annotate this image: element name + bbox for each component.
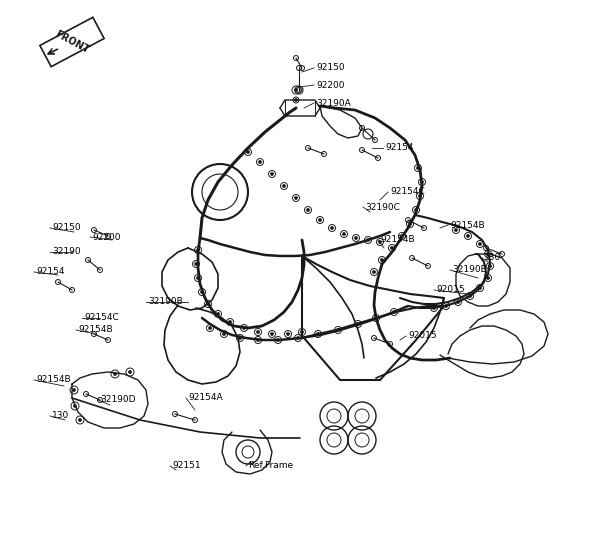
Text: Ref.Frame: Ref.Frame: [248, 462, 293, 471]
Circle shape: [445, 304, 448, 308]
Circle shape: [277, 338, 280, 342]
Text: 92154B: 92154B: [36, 376, 71, 384]
Circle shape: [247, 150, 250, 154]
Circle shape: [229, 320, 232, 324]
Circle shape: [271, 333, 274, 335]
Circle shape: [296, 336, 299, 340]
Text: 32190A: 32190A: [316, 99, 351, 108]
Circle shape: [467, 235, 470, 238]
Circle shape: [488, 264, 491, 268]
Circle shape: [337, 328, 340, 332]
Circle shape: [401, 235, 404, 238]
Text: 92154C: 92154C: [84, 313, 119, 322]
Circle shape: [128, 370, 131, 374]
Circle shape: [392, 311, 395, 313]
Circle shape: [355, 237, 358, 239]
Circle shape: [271, 173, 274, 175]
Circle shape: [416, 166, 419, 169]
Circle shape: [197, 277, 199, 279]
Text: 92154C: 92154C: [390, 188, 425, 197]
Circle shape: [287, 333, 290, 335]
Text: 92150: 92150: [316, 63, 344, 72]
Circle shape: [379, 240, 382, 244]
Circle shape: [113, 373, 116, 376]
Circle shape: [295, 197, 298, 199]
Circle shape: [295, 88, 298, 92]
Text: FRONT: FRONT: [53, 29, 91, 55]
Circle shape: [317, 333, 320, 335]
Circle shape: [257, 330, 260, 334]
Circle shape: [209, 327, 212, 329]
Circle shape: [283, 184, 286, 188]
FancyBboxPatch shape: [40, 17, 104, 67]
Circle shape: [367, 238, 370, 241]
Text: 92200: 92200: [92, 232, 121, 241]
Circle shape: [409, 222, 412, 225]
Text: 92154B: 92154B: [380, 236, 415, 245]
Circle shape: [487, 277, 490, 279]
Circle shape: [419, 195, 421, 198]
Circle shape: [257, 338, 260, 342]
Circle shape: [356, 322, 359, 326]
Circle shape: [223, 333, 226, 335]
Circle shape: [380, 259, 383, 262]
Text: 92154: 92154: [385, 143, 413, 152]
Circle shape: [331, 227, 334, 230]
Circle shape: [239, 336, 241, 340]
Circle shape: [73, 389, 76, 392]
Circle shape: [206, 303, 209, 305]
Circle shape: [307, 208, 310, 212]
Text: 92154A: 92154A: [188, 393, 223, 402]
Text: 92200: 92200: [316, 80, 344, 90]
Text: 130: 130: [484, 254, 501, 262]
Text: 92150: 92150: [52, 223, 80, 232]
Text: 92154B: 92154B: [450, 221, 485, 230]
Circle shape: [373, 271, 376, 273]
Circle shape: [319, 219, 322, 222]
Circle shape: [295, 99, 298, 101]
Text: 92154B: 92154B: [78, 326, 113, 335]
Circle shape: [74, 405, 77, 408]
Circle shape: [433, 306, 436, 310]
Circle shape: [479, 287, 482, 289]
Circle shape: [194, 262, 197, 265]
Circle shape: [421, 181, 424, 183]
Circle shape: [455, 229, 458, 231]
Text: 92154: 92154: [36, 268, 65, 277]
Circle shape: [391, 246, 394, 249]
Text: 32190E: 32190E: [452, 265, 486, 274]
Circle shape: [200, 290, 203, 294]
Text: 92151: 92151: [172, 462, 200, 471]
Text: 32190C: 32190C: [365, 203, 400, 212]
Circle shape: [242, 327, 245, 329]
Circle shape: [469, 295, 472, 297]
Circle shape: [415, 208, 418, 212]
Text: 92015: 92015: [408, 332, 437, 341]
Circle shape: [301, 330, 304, 334]
Circle shape: [79, 418, 82, 422]
Text: 92015: 92015: [436, 286, 464, 295]
Circle shape: [487, 253, 490, 255]
Circle shape: [197, 248, 199, 252]
Text: 130: 130: [52, 411, 69, 421]
Text: 32190D: 32190D: [100, 395, 136, 405]
Circle shape: [479, 243, 482, 246]
Circle shape: [217, 312, 220, 316]
Circle shape: [343, 232, 346, 236]
Circle shape: [374, 317, 377, 319]
Circle shape: [259, 160, 262, 164]
Text: 32190B: 32190B: [148, 297, 183, 306]
Text: 32190: 32190: [52, 247, 80, 256]
Circle shape: [457, 301, 460, 303]
